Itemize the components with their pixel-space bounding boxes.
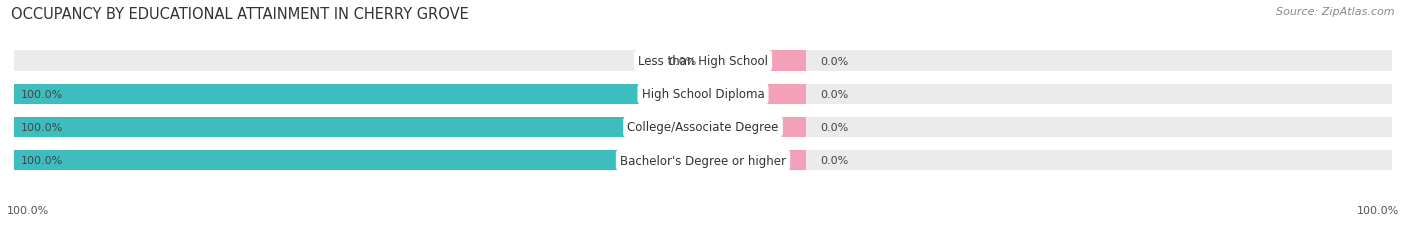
- Bar: [14, 150, 703, 171]
- Bar: [703, 117, 807, 138]
- Text: High School Diploma: High School Diploma: [641, 88, 765, 101]
- Bar: [14, 84, 703, 105]
- Text: 0.0%: 0.0%: [820, 56, 848, 66]
- Text: College/Associate Degree: College/Associate Degree: [627, 121, 779, 134]
- Text: 100.0%: 100.0%: [1357, 205, 1399, 215]
- Text: 0.0%: 0.0%: [820, 122, 848, 132]
- Text: Source: ZipAtlas.com: Source: ZipAtlas.com: [1277, 7, 1395, 17]
- Bar: [703, 150, 807, 171]
- Bar: [703, 84, 807, 105]
- Bar: [703, 51, 807, 72]
- Text: 0.0%: 0.0%: [820, 89, 848, 99]
- Bar: [14, 84, 1392, 105]
- Text: 100.0%: 100.0%: [7, 205, 49, 215]
- Text: 100.0%: 100.0%: [21, 89, 63, 99]
- Text: Bachelor's Degree or higher: Bachelor's Degree or higher: [620, 154, 786, 167]
- Bar: [14, 150, 1392, 171]
- Text: 100.0%: 100.0%: [21, 122, 63, 132]
- Bar: [14, 117, 1392, 138]
- Text: 0.0%: 0.0%: [668, 56, 696, 66]
- Text: 100.0%: 100.0%: [21, 155, 63, 165]
- Bar: [14, 51, 1392, 72]
- Text: 0.0%: 0.0%: [820, 155, 848, 165]
- Text: Less than High School: Less than High School: [638, 55, 768, 68]
- Bar: [14, 117, 703, 138]
- Text: OCCUPANCY BY EDUCATIONAL ATTAINMENT IN CHERRY GROVE: OCCUPANCY BY EDUCATIONAL ATTAINMENT IN C…: [11, 7, 470, 22]
